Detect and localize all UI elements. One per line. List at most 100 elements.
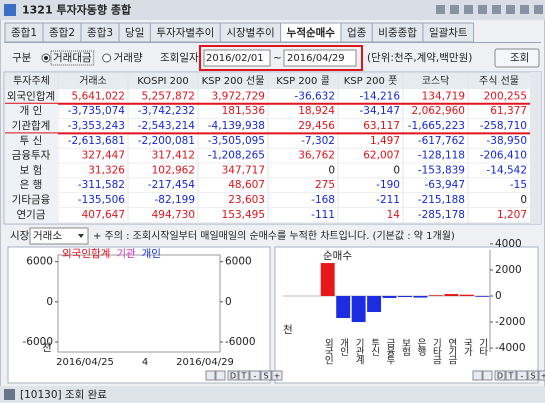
date-input[interactable] <box>283 49 357 67</box>
cell: -258,710 <box>480 120 527 132</box>
tab-label[interactable]: 투자자별추이 <box>156 27 214 39</box>
x-tick-label: 보험 <box>400 338 411 356</box>
chart-btn[interactable] <box>505 370 517 381</box>
column-header: 투자주체 <box>13 75 50 87</box>
chart-btn[interactable] <box>516 370 528 381</box>
chart-btn-label[interactable]: S <box>530 372 535 381</box>
date-input[interactable] <box>203 49 271 67</box>
chart-btn[interactable] <box>227 370 239 381</box>
cell: 18,924 <box>298 105 335 117</box>
y2-tick-label: -4000 <box>495 342 526 354</box>
tab-label[interactable]: 당일 <box>125 26 144 39</box>
y2-tick-label: 0 <box>495 290 502 302</box>
cell: 29,456 <box>298 120 335 132</box>
cell: -63,947 <box>424 179 465 191</box>
row-label: 은 행 <box>20 179 43 191</box>
y2-tick-label: 0 <box>225 296 232 308</box>
chart-btn-label[interactable]: + <box>274 372 281 381</box>
row-label-bg <box>5 133 58 149</box>
left-chart-panel <box>7 246 271 384</box>
tab-label[interactable]: 비중종합 <box>378 27 417 39</box>
cell: -206,410 <box>480 150 527 162</box>
chart-btn[interactable] <box>527 370 539 381</box>
chart-btn[interactable] <box>494 370 506 381</box>
chart-btn-label[interactable]: - <box>254 372 257 381</box>
cell: -311,582 <box>78 179 125 191</box>
cell: -617,762 <box>418 135 465 147</box>
chart-btn-label[interactable]: - <box>521 372 524 381</box>
x-tick-label: 개인 <box>338 338 349 356</box>
scroll-btn[interactable] <box>205 370 216 381</box>
chart-btn[interactable] <box>249 370 261 381</box>
radio[interactable] <box>102 53 112 63</box>
bar <box>382 296 397 298</box>
y2-tick-label: 6000 <box>225 256 252 268</box>
scroll-btn[interactable] <box>215 370 226 381</box>
cell: 5,257,872 <box>142 90 195 102</box>
tab-label[interactable]: 업종 <box>347 26 367 39</box>
cell: -82,199 <box>154 194 195 206</box>
cell: 1,497 <box>370 135 400 147</box>
query-label[interactable]: 조회 <box>510 52 529 64</box>
chart-btn-label[interactable]: T <box>241 372 247 381</box>
date-label: 조회일자 <box>160 51 199 64</box>
tab-label[interactable]: 종합3 <box>87 27 113 39</box>
cell: -38,950 <box>486 135 527 147</box>
chart-btn[interactable] <box>538 370 545 381</box>
chart-btn-label[interactable]: + <box>541 372 545 381</box>
cell: 3,972,729 <box>212 90 265 102</box>
tab-label[interactable]: 일괄차트 <box>429 26 468 39</box>
cell: 200,255 <box>484 90 527 102</box>
x-tick-label: 은행 <box>415 338 426 356</box>
tab-label[interactable]: 시장별추이 <box>226 27 274 39</box>
cell: -14,216 <box>359 90 400 102</box>
chart-btn-label[interactable]: D <box>497 372 503 381</box>
query-button[interactable] <box>494 48 540 68</box>
scroll-btn[interactable] <box>482 370 493 381</box>
focus-box <box>50 50 95 66</box>
title-bar <box>0 0 545 20</box>
scroll-btn[interactable] <box>472 370 483 381</box>
radio-label[interactable]: 거래대금 <box>53 52 92 64</box>
chart-btn-label[interactable]: T <box>508 372 514 381</box>
cell: -2,613,681 <box>68 135 125 147</box>
row-label: 금융투자 <box>12 150 51 162</box>
chart-btn-label[interactable]: D <box>230 372 236 381</box>
y2-tick-label: -6000 <box>225 336 256 348</box>
x-tick-label: 기타금 <box>430 338 441 364</box>
chart-btn-label[interactable]: S <box>263 372 268 381</box>
bar <box>320 263 335 296</box>
radio-dot <box>44 56 48 60</box>
y-tick-label: 6000 <box>26 256 53 268</box>
cell: -36,632 <box>294 90 335 102</box>
chart-btn[interactable] <box>238 370 250 381</box>
bar <box>444 294 459 296</box>
window-buttons <box>436 5 543 14</box>
row-label-bg <box>5 207 58 223</box>
market-select[interactable] <box>29 227 89 245</box>
market-value[interactable]: 거래소 <box>33 230 62 242</box>
cell: 181,536 <box>222 105 266 117</box>
column-header: KSP 200 선물 <box>202 75 265 87</box>
tab-label[interactable]: 누적순매수 <box>287 26 336 39</box>
tab[interactable] <box>422 22 475 43</box>
app-icon <box>4 4 16 16</box>
chart-btn[interactable] <box>271 370 283 381</box>
tab-label[interactable]: 종합2 <box>49 27 75 39</box>
cell: -3,505,095 <box>208 135 265 147</box>
row-label-bg <box>5 89 58 104</box>
y2-tick-label: 2000 <box>495 264 522 276</box>
cell: -15 <box>510 179 527 191</box>
radio-label[interactable]: 거래량 <box>114 52 143 64</box>
market-note: + 주의 : 조회시작일부터 매일매일의 순매수를 누적한 차트입니다. (기본… <box>93 229 455 242</box>
chart-btn[interactable] <box>260 370 272 381</box>
legend-entry: 순매수 <box>323 250 352 262</box>
row-label: 연기금 <box>17 209 46 221</box>
bar <box>367 296 382 313</box>
y-unit: 천 <box>42 342 52 354</box>
cell: -7,302 <box>301 135 335 147</box>
x-tick-label: 4 <box>142 357 148 368</box>
tab-label[interactable]: 종합1 <box>11 27 37 39</box>
bar <box>351 296 366 323</box>
